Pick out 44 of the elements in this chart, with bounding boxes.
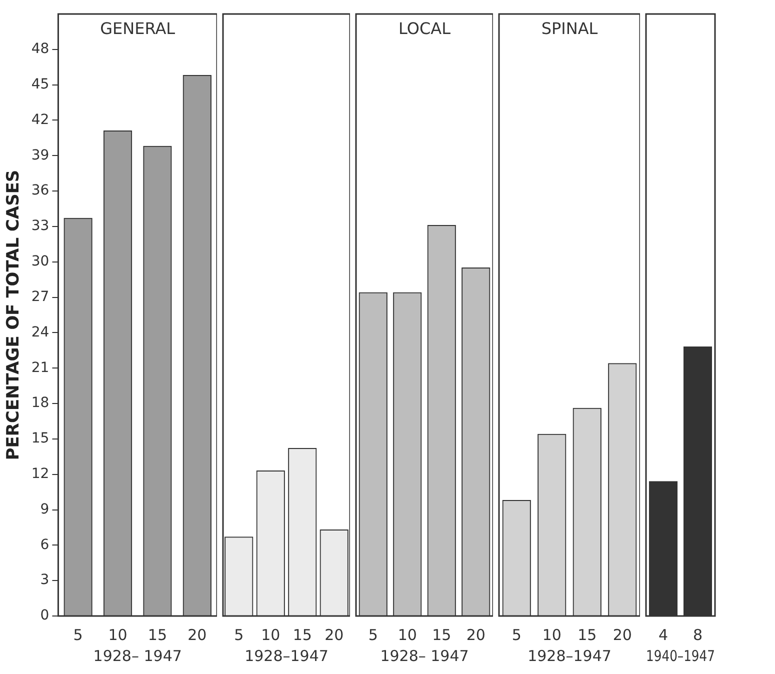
y-tick-label: 36 [31, 182, 50, 199]
x-tick-label: 10 [108, 626, 128, 644]
x-tick-label: 8 [692, 626, 703, 644]
y-tick-label: 0 [40, 608, 50, 624]
y-tick-label: 27 [31, 288, 50, 305]
x-tick-label: 5 [512, 626, 522, 644]
x-tick-label: 20 [188, 626, 207, 644]
x-tick-label: 4 [658, 626, 668, 644]
y-tick-label: 18 [31, 395, 50, 412]
y-tick-label: 21 [31, 360, 50, 376]
x-tick-label: 20 [324, 626, 344, 644]
y-tick-label: 15 [31, 430, 50, 447]
x-tick-label: 10 [398, 626, 417, 644]
x-tick-label: 10 [261, 626, 280, 644]
x-tick-label: 15 [432, 626, 452, 644]
x-axis-title: 1928– 1947 [93, 646, 182, 665]
x-axis-title: 1928–1947 [244, 646, 328, 665]
x-axis-title: 1940–1947 [646, 648, 715, 666]
y-tick-label: 48 [31, 41, 50, 58]
chart-title: LOCAL [398, 19, 451, 38]
y-tick-label: 12 [31, 466, 50, 482]
y-tick-label: 3 [40, 572, 50, 588]
x-axis-title: 1928–1947 [528, 646, 612, 665]
y-tick-label: 33 [31, 218, 50, 234]
chart-title: SPINAL [541, 19, 598, 38]
x-tick-label: 5 [234, 626, 244, 644]
x-tick-label: 5 [368, 626, 378, 644]
x-tick-label: 20 [612, 626, 632, 644]
x-tick-label: 20 [466, 626, 486, 644]
y-axis-title: PERCENTAGE OF TOTAL CASES [4, 170, 24, 460]
y-tick-label: 39 [31, 147, 50, 164]
x-tick-label: 10 [542, 626, 562, 644]
y-tick-label: 30 [31, 254, 50, 270]
x-tick-label: 5 [73, 626, 83, 644]
y-tick-label: 9 [40, 501, 50, 518]
y-tick-label: 6 [40, 536, 50, 553]
y-tick-label: 24 [31, 324, 50, 340]
chart-title: GENERAL [100, 19, 176, 38]
x-tick-label: 15 [578, 626, 597, 644]
x-tick-label: 15 [292, 626, 312, 644]
x-axis-title: 1928– 1947 [380, 646, 469, 665]
x-tick-label: 15 [148, 626, 167, 644]
y-tick-label: 45 [31, 76, 50, 92]
y-tick-label: 42 [31, 112, 50, 128]
